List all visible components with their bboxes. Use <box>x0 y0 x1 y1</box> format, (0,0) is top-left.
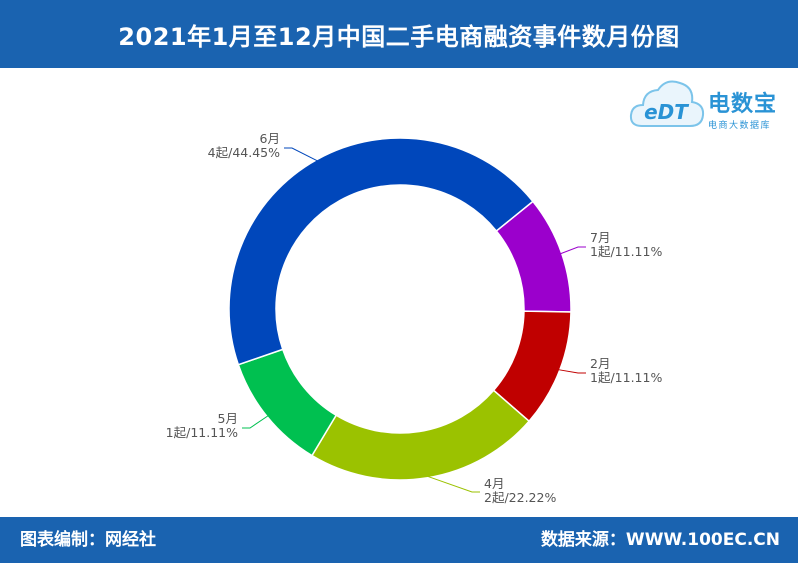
slice-month-label: 5月 <box>218 411 238 426</box>
slice-month-label: 4月 <box>484 476 504 491</box>
logo-subtitle: 电商大数据库 <box>708 121 772 131</box>
donut-slice-4 <box>237 348 338 457</box>
footer-credit: 图表编制：网经社 <box>20 530 156 550</box>
footer-bar: 图表编制：网经社 数据来源：WWW.100EC.CN <box>0 517 798 563</box>
donut-slice-5 <box>228 137 534 366</box>
slice-value-label: 1起/11.11% <box>590 244 662 259</box>
logo-mark: eDT <box>644 100 689 124</box>
leader-line-5 <box>284 147 319 162</box>
chart-title: 2021年1月至12月中国二手电商融资事件数月份图 <box>118 22 680 51</box>
slice-month-label: 2月 <box>590 356 610 371</box>
slice-value-label: 1起/11.11% <box>590 370 662 385</box>
slice-value-label: 4起/44.45% <box>208 145 280 160</box>
slice-month-label: 7月 <box>590 230 610 245</box>
leader-line-1 <box>559 246 586 255</box>
logo: eDT 电数宝 电商大数据库 <box>628 74 796 138</box>
slice-value-label: 1起/11.11% <box>166 425 238 440</box>
leader-line-3 <box>426 475 480 493</box>
leader-line-4 <box>242 414 269 429</box>
cloud-logo-icon: eDT <box>629 80 705 127</box>
title-bar: 2021年1月至12月中国二手电商融资事件数月份图 <box>0 0 798 68</box>
slice-value-label: 2起/22.22% <box>484 490 556 505</box>
logo-name: 电数宝 <box>708 92 778 117</box>
donut-slice-3 <box>310 389 531 481</box>
leader-line-2 <box>557 369 586 374</box>
footer-source: 数据来源：WWW.100EC.CN <box>540 530 780 550</box>
slice-month-label: 6月 <box>260 131 280 146</box>
